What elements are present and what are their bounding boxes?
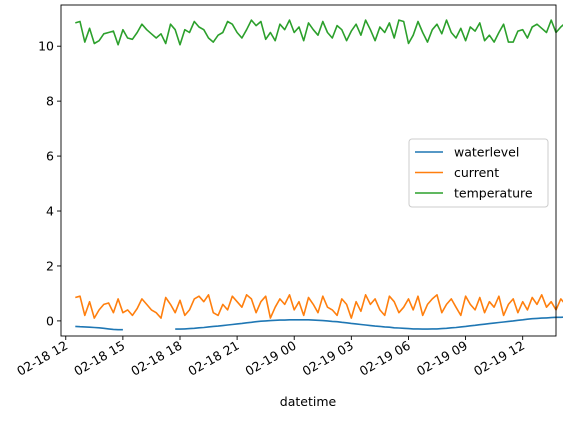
series-line-temperature — [75, 19, 563, 46]
plot-frame — [60, 4, 557, 337]
y-axis: 0 2 4 6 8 10 — [38, 39, 61, 328]
x-tick-label: 02-18 21 — [185, 338, 241, 379]
legend-label-temperature: temperature — [454, 186, 533, 201]
x-tick-label: 02-19 12 — [471, 338, 527, 379]
series-line-current — [75, 294, 563, 319]
series-lines — [75, 19, 563, 331]
y-tick-label: 2 — [46, 258, 54, 273]
y-tick-label: 6 — [46, 149, 54, 164]
x-axis-label: datetime — [280, 394, 337, 409]
x-tick-label: 02-18 12 — [14, 338, 70, 379]
legend-label-current: current — [454, 165, 499, 180]
legend-frame — [408, 138, 549, 208]
x-tick-label: 02-19 03 — [300, 338, 356, 379]
x-tick-label: 02-19 00 — [243, 338, 299, 379]
y-tick-label: 4 — [46, 204, 54, 219]
series-line-waterlevel — [75, 316, 563, 331]
x-tick-label: 02-18 15 — [71, 338, 127, 379]
y-tick-label: 0 — [46, 313, 54, 328]
x-tick-label: 02-18 18 — [128, 338, 184, 379]
x-tick-label: 02-19 09 — [414, 338, 470, 379]
legend: waterlevel current temperature — [408, 138, 549, 208]
y-tick-label: 8 — [46, 94, 54, 109]
x-axis: 02-18 12 02-18 15 02-18 18 02-18 21 02-19 00… — [14, 336, 527, 379]
x-tick-label: 02-19 06 — [357, 338, 413, 379]
legend-label-waterlevel: waterlevel — [454, 145, 519, 160]
y-tick-label: 10 — [38, 39, 54, 54]
